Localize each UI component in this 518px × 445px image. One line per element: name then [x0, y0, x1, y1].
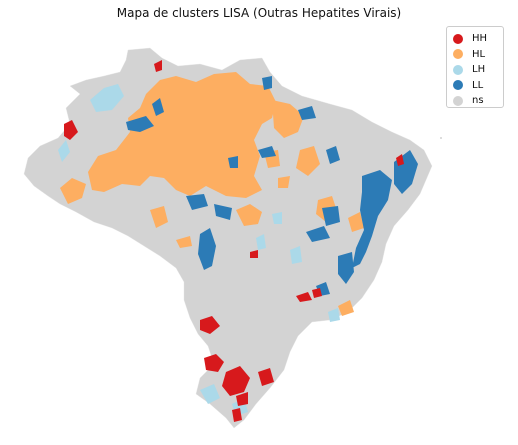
legend-label: HH [472, 33, 488, 45]
map-title: Mapa de clusters LISA (Outras Hepatites … [116, 6, 402, 20]
legend-item-hl: HL [453, 47, 503, 63]
hh-swatch-icon [453, 33, 463, 44]
map-legend: HH HL LH LL ns [446, 26, 504, 108]
hl-swatch-icon [453, 49, 463, 60]
hh-regions [64, 60, 404, 422]
legend-item-ns: ns [453, 93, 503, 109]
legend-label: LL [472, 79, 484, 91]
legend-label: ns [472, 95, 484, 107]
island [440, 137, 442, 139]
legend-item-ll: LL [453, 78, 503, 94]
hl-regions [60, 72, 364, 316]
legend-item-hh: HH [453, 31, 503, 47]
legend-item-lh: LH [453, 62, 503, 78]
legend-label: HL [472, 48, 486, 60]
ll-regions [126, 76, 418, 296]
lh-swatch-icon [453, 64, 463, 75]
ns-swatch-icon [453, 95, 463, 106]
ll-swatch-icon [453, 80, 463, 91]
legend-label: LH [472, 64, 486, 76]
